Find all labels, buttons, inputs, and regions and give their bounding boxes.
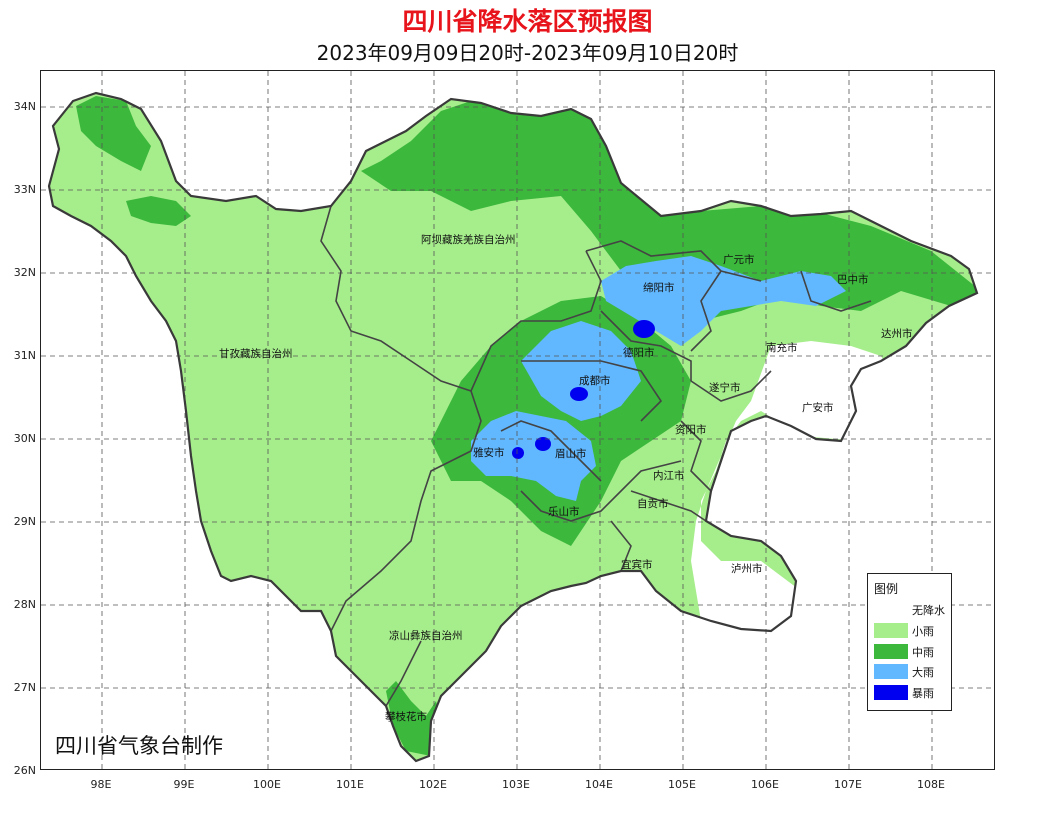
map-title: 四川省降水落区预报图: [402, 7, 653, 36]
label-suining: 遂宁市: [709, 381, 741, 394]
legend-item-light-rain: 小雨: [874, 622, 950, 639]
lat-label-26n: 26N: [13, 764, 36, 777]
label-deyang: 德阳市: [623, 346, 655, 359]
legend-label-moderate-rain: 中雨: [912, 646, 934, 659]
lat-label-28n: 28N: [13, 598, 36, 611]
legend-item-moderate-rain: 中雨: [874, 643, 950, 660]
lon-label-106e: 106E: [751, 778, 779, 791]
label-chengdu: 成都市: [579, 374, 611, 387]
lon-label-108e: 108E: [917, 778, 945, 791]
legend-swatch-no-rain: [874, 602, 908, 617]
lat-label-32n: 32N: [13, 266, 36, 279]
label-dazhou: 达州市: [881, 327, 913, 340]
label-liangshan: 凉山彝族自治州: [389, 629, 463, 642]
legend-swatch-heavy-rain: [874, 664, 908, 679]
province-outline: [47, 91, 979, 763]
label-leshan: 乐山市: [548, 505, 580, 518]
label-zigong: 自贡市: [637, 497, 669, 510]
rainstorm-spot-chengdu: [570, 387, 588, 401]
precipitation-map: 阿坝藏族羌族自治州 甘孜藏族自治州 凉山彝族自治州 广元市 巴中市 绵阳市 达州…: [41, 71, 994, 769]
legend-item-heavy-rain: 大雨: [874, 663, 950, 680]
map-grid: [41, 71, 994, 769]
label-bazhong: 巴中市: [837, 273, 869, 286]
legend-title: 图例: [874, 582, 899, 596]
label-ganzi: 甘孜藏族自治州: [219, 347, 293, 360]
label-panzhihua: 攀枝花市: [385, 710, 427, 723]
rainstorm-spot-yaan: [512, 447, 524, 459]
map-frame: 阿坝藏族羌族自治州 甘孜藏族自治州 凉山彝族自治州 广元市 巴中市 绵阳市 达州…: [40, 70, 995, 770]
heavy-rain-yaan: [471, 411, 596, 501]
label-yaan: 雅安市: [473, 446, 505, 459]
forecast-period: 2023年09月09日20时-2023年09月10日20时: [316, 41, 739, 65]
label-luzhou: 泸州市: [731, 562, 763, 575]
label-nanchong: 南充市: [766, 341, 798, 354]
moderate-rain-west: [126, 196, 191, 226]
producer-credit: 四川省气象台制作: [55, 734, 223, 758]
lon-label-107e: 107E: [834, 778, 862, 791]
lon-label-103e: 103E: [502, 778, 530, 791]
legend-label-rainstorm: 暴雨: [912, 687, 934, 700]
legend-label-no-rain: 无降水: [912, 604, 945, 617]
label-neijiang: 内江市: [653, 469, 685, 482]
prefecture-borders: [320, 205, 872, 707]
lat-label-33n: 33N: [13, 183, 36, 196]
label-ziyang: 资阳市: [675, 423, 707, 436]
rainstorm-spot-meishan: [535, 437, 551, 451]
lat-label-31n: 31N: [13, 349, 36, 362]
label-aba: 阿坝藏族羌族自治州: [421, 233, 516, 246]
legend-item-no-rain: 无降水: [874, 601, 950, 618]
label-guangan: 广安市: [802, 401, 834, 414]
lat-label-27n: 27N: [13, 681, 36, 694]
no-rain-area: [691, 341, 901, 641]
legend: 图例 无降水 小雨 中雨 大雨 暴雨: [867, 573, 952, 711]
legend-label-light-rain: 小雨: [912, 625, 934, 638]
lon-label-105e: 105E: [668, 778, 696, 791]
heavy-rain-mianyang: [601, 256, 846, 346]
rainstorm-spot-deyang: [633, 320, 655, 338]
moderate-rain-northwest: [76, 96, 151, 171]
label-yibin: 宜宾市: [621, 558, 653, 571]
heavy-rain-chengdu: [521, 321, 641, 421]
legend-swatch-light-rain: [874, 623, 908, 638]
lat-label-30n: 30N: [13, 432, 36, 445]
lon-label-100e: 100E: [253, 778, 281, 791]
moderate-rain-south: [386, 681, 441, 756]
legend-label-heavy-rain: 大雨: [912, 666, 934, 679]
label-mianyang: 绵阳市: [643, 281, 675, 294]
label-meishan: 眉山市: [555, 447, 587, 460]
lon-label-99e: 99E: [173, 778, 195, 791]
legend-item-rainstorm: 暴雨: [874, 684, 950, 701]
lon-label-102e: 102E: [419, 778, 447, 791]
lon-label-98e: 98E: [90, 778, 112, 791]
legend-swatch-moderate-rain: [874, 644, 908, 659]
lat-label-34n: 34N: [13, 100, 36, 113]
lat-label-29n: 29N: [13, 515, 36, 528]
lon-label-101e: 101E: [336, 778, 364, 791]
legend-swatch-rainstorm: [874, 685, 908, 700]
lon-label-104e: 104E: [585, 778, 613, 791]
place-labels: 阿坝藏族羌族自治州 甘孜藏族自治州 凉山彝族自治州 广元市 巴中市 绵阳市 达州…: [219, 233, 913, 723]
label-guangyuan: 广元市: [723, 253, 755, 266]
